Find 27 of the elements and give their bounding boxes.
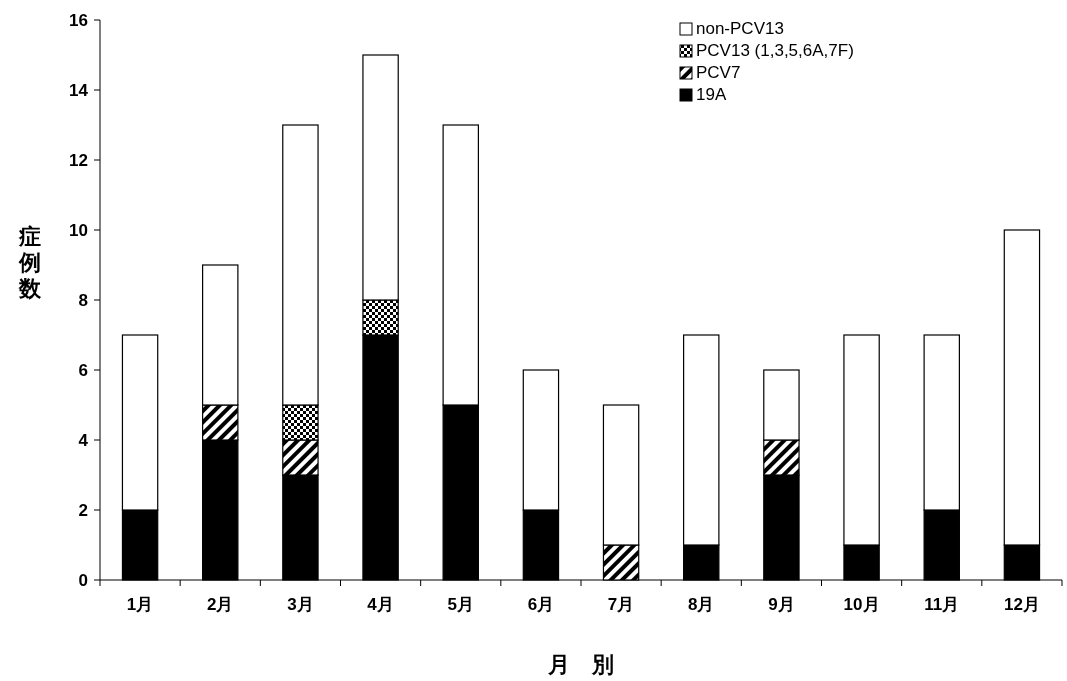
y-tick-label: 14 — [69, 81, 89, 100]
y-tick-label: 6 — [78, 361, 88, 380]
x-tick-label: 6月 — [527, 595, 555, 614]
y-tick-label: 16 — [69, 11, 88, 30]
legend-label: non-PCV13 — [696, 19, 784, 38]
x-tick-label: 9月 — [768, 595, 795, 614]
y-tick-label: 0 — [78, 571, 88, 590]
legend-label: PCV7 — [696, 63, 741, 82]
y-tick-label: 10 — [69, 221, 88, 240]
x-tick-label: 2月 — [207, 595, 234, 614]
y-tick-label: 12 — [69, 151, 88, 170]
x-tick-label: 1月 — [126, 595, 154, 614]
x-tick-label: 12月 — [1003, 595, 1040, 614]
legend-label: PCV13 (1,3,5,6A,7F) — [696, 41, 854, 60]
x-tick-label: 7月 — [607, 595, 635, 614]
x-tick-label: 11月 — [924, 595, 960, 614]
x-tick-label: 5月 — [447, 595, 474, 614]
y-tick-label: 4 — [78, 431, 89, 450]
y-tick-label: 2 — [78, 501, 88, 520]
y-axis-title: 症例数 — [18, 224, 42, 301]
x-tick-label: 8月 — [688, 595, 715, 614]
x-tick-label: 3月 — [287, 595, 314, 614]
x-tick-label: 10月 — [843, 595, 880, 614]
legend-label: 19A — [696, 85, 727, 104]
y-tick-label: 8 — [78, 291, 88, 310]
x-axis-title: 月 別 — [547, 652, 614, 677]
x-tick-label: 4月 — [367, 595, 394, 614]
